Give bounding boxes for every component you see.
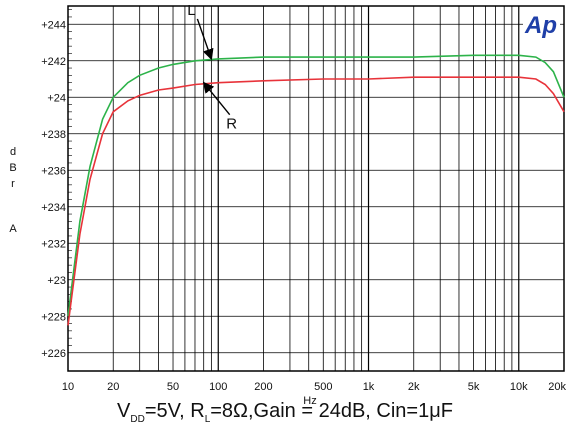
y-tick-label: +23 [47,275,66,287]
caption-rl-sub: L [204,414,211,425]
test-conditions-caption: VDD=5V, RL=8Ω,Gain = 24dB, Cin=1μF [0,400,570,425]
y-tick-label: +234 [41,202,66,214]
x-tick-label: 100 [209,381,227,393]
y-axis-label-char: B [9,162,16,174]
y-tick-label: +238 [41,129,66,141]
annotation-arrow [202,81,231,116]
y-tick-label: +228 [41,311,66,323]
caption-vdd-sub: DD [130,414,145,425]
series-line-L [67,54,565,317]
annotation-arrow [196,18,214,61]
y-axis-label-char: r [11,178,15,190]
y-axis-label: dBr A [9,146,17,235]
annotation-label-L: L [187,2,195,19]
y-axis-label-char: d [10,146,16,158]
y-tick-label: +242 [41,56,66,68]
caption-rest: =8Ω,Gain = 24dB, Cin=1μF [210,400,453,422]
x-tick-labels: 10 20 50 100 200 500 1k 2k 5k 10k 20k [62,381,567,393]
x-tick-label: 10k [510,381,528,393]
plot-frame [67,5,565,372]
y-tick-label: +236 [41,165,66,177]
y-tick-label: +244 [41,19,66,31]
x-tick-label: 200 [254,381,272,393]
ap-logo-text: Ap [524,12,557,39]
y-tick-labels: +226 +228 +23 +232 +234 +236 +238 +24 +242 +244 [41,19,66,360]
x-tick-label: 1k [363,381,375,393]
y-tick-label: +24 [47,92,66,104]
x-tick-label: 20 [107,381,119,393]
annotations: LR [187,2,237,133]
series-lines [67,54,565,326]
annotation-label-R: R [226,116,237,133]
x-tick-label: 20k [548,381,566,393]
y-axis-label-char: A [9,223,17,235]
series-line-R [67,76,565,326]
ap-logo: Ap [523,11,560,39]
x-tick-label: 5k [468,381,480,393]
x-tick-label: 50 [167,381,179,393]
y-tick-label: +226 [41,348,66,360]
caption-vdd: V [117,400,131,422]
caption-vdd-value: =5V, R [144,400,205,422]
x-tick-label: 2k [408,381,420,393]
vertical-gridlines [112,6,520,371]
horizontal-gridlines [68,9,564,354]
x-tick-label: 500 [314,381,332,393]
y-tick-label: +232 [41,238,66,250]
x-axis-label: Hz [303,395,316,407]
x-tick-label: 10 [62,381,74,393]
